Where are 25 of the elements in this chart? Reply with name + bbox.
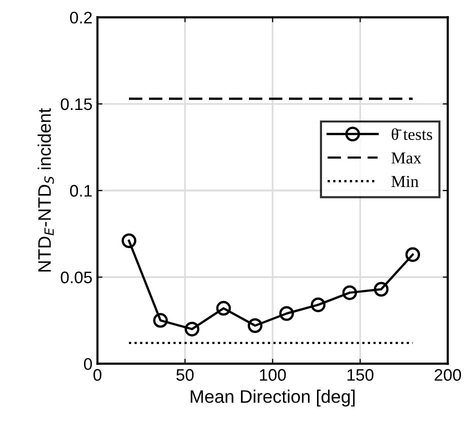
y-tick-label: 0.1 [70,184,92,197]
y-axis-title: NTD$_{E}$-NTD$_{S}$ incident [38,108,54,272]
x-tick-label: 0 [93,369,102,381]
point [122,233,136,248]
legend-label: Max [391,152,422,164]
y-tick-label: 0 [84,358,92,370]
point [374,282,389,297]
x-tick-label: 200 [434,369,462,381]
legend-label: θ̄ tests [392,128,432,140]
point [342,285,358,300]
y-tick-label: 0.05 [60,272,92,284]
x-tick-label: 100 [260,369,286,381]
point [405,247,420,262]
point [279,306,294,321]
point [248,318,262,333]
x-tick-label: 150 [348,369,374,381]
x-axis-title: Mean Direction [deg] [190,390,355,407]
point [153,313,168,328]
point [310,297,326,312]
y-tick-label: 0.15 [60,98,92,110]
legend-label: Min [391,176,419,187]
x-tick-label: 50 [176,369,194,381]
point [184,322,200,336]
point [216,300,231,316]
y-tick-label: 0.2 [70,12,92,24]
